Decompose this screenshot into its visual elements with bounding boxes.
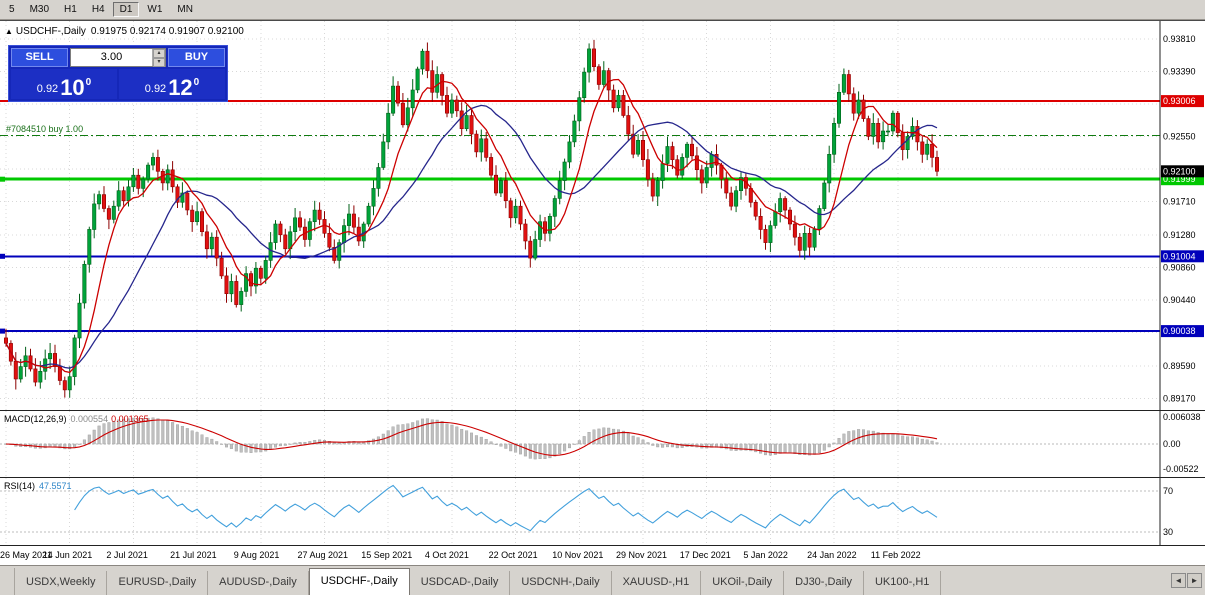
timeframe-button-mn[interactable]: MN <box>177 4 193 15</box>
svg-text:0.91710: 0.91710 <box>1163 197 1196 207</box>
macd-svg: 0.006038 0.00 -0.00522 <box>0 411 1201 477</box>
svg-text:0.91999: 0.91999 <box>1163 174 1196 184</box>
chart-tab-bar: USDX,Weekly EURUSD-,Daily AUDUSD-,Daily USD… <box>0 565 1205 595</box>
svg-text:30: 30 <box>1163 527 1173 537</box>
rsi-name: RSI(14) <box>4 481 36 491</box>
one-click-trading-panel: SELL 3.00 ▴ ▾ BUY 0.92 10 0 0.92 12 0 <box>8 45 228 102</box>
date-label: 4 Oct 2021 <box>424 550 469 560</box>
chart-tabs: USDX,Weekly EURUSD-,Daily AUDUSD-,Daily USD… <box>14 568 942 595</box>
volume-spinner: ▴ ▾ <box>152 49 165 67</box>
date-label: 11 Feb 2022 <box>870 550 921 560</box>
svg-text:0.006038: 0.006038 <box>1163 412 1201 422</box>
macd-name: MACD(12,26,9) <box>4 414 67 424</box>
tab-usdcad-daily[interactable]: USDCAD-,Daily <box>410 571 511 595</box>
sell-price-small: 0.92 <box>36 83 59 95</box>
svg-text:0.89170: 0.89170 <box>1163 393 1196 403</box>
rsi-label: RSI(14) 47.5571 <box>4 481 72 491</box>
chart-title: ▲ USDCHF-,Daily 0.91975 0.92174 0.91907 0.… <box>5 26 244 37</box>
tab-usdchf-daily[interactable]: USDCHF-,Daily <box>308 568 410 595</box>
buy-button[interactable]: BUY <box>168 48 225 67</box>
date-label: 15 Sep 2021 <box>361 550 413 560</box>
timeframe-button-w1[interactable]: W1 <box>147 4 163 15</box>
tab-uk100-h1[interactable]: UK100-,H1 <box>864 571 942 595</box>
date-label: 27 Aug 2021 <box>297 550 349 560</box>
tab-scroll-buttons: ◄ ► <box>1171 573 1205 595</box>
rsi-svg: 70 30 <box>0 478 1173 545</box>
timeframe-toolbar: 5 M30 H1 H4 D1 W1 MN <box>0 0 1205 20</box>
svg-text:0.89590: 0.89590 <box>1163 361 1196 371</box>
date-label: 17 Dec 2021 <box>679 550 731 560</box>
volume-down-icon[interactable]: ▾ <box>153 58 165 67</box>
date-label: 10 Nov 2021 <box>552 550 604 560</box>
buy-price-big: 12 <box>168 75 193 100</box>
time-axis[interactable]: 26 May 2021 14 Jun 2021 2 Jul 2021 21 Jul 2… <box>0 545 1205 565</box>
buy-price-sup: 0 <box>193 77 200 88</box>
svg-text:0.91004: 0.91004 <box>1163 251 1196 261</box>
macd-signal-value: 0.001365 <box>111 414 149 424</box>
timeframe-button-5[interactable]: 5 <box>9 4 15 15</box>
date-label: 5 Jan 2022 <box>743 550 788 560</box>
date-label: 14 Jun 2021 <box>42 550 93 560</box>
rsi-panel[interactable]: 70 30 RSI(14) 47.5571 <box>0 477 1205 545</box>
collapse-trade-panel-icon[interactable]: ▲ <box>5 27 13 36</box>
macd-main-value: 0.000554 <box>70 414 109 424</box>
svg-text:70: 70 <box>1163 486 1173 496</box>
tab-eurusd-daily[interactable]: EURUSD-,Daily <box>107 571 209 595</box>
macd-label: MACD(12,26,9) 0.000554 0.001365 <box>4 414 149 424</box>
buy-price-small: 0.92 <box>144 83 167 95</box>
tab-dj30-daily[interactable]: DJ30-,Daily <box>784 571 864 595</box>
volume-up-icon[interactable]: ▴ <box>153 49 165 58</box>
rsi-value: 47.5571 <box>39 481 72 491</box>
tab-xauusd-h1[interactable]: XAUUSD-,H1 <box>612 571 702 595</box>
sell-price-sup: 0 <box>85 77 92 88</box>
sell-price-big: 10 <box>60 75 85 100</box>
svg-text:0.92550: 0.92550 <box>1163 132 1196 142</box>
svg-text:0.90860: 0.90860 <box>1163 262 1196 272</box>
date-label: 26 May 2021 <box>0 550 53 560</box>
tab-usdx-weekly[interactable]: USDX,Weekly <box>15 571 108 595</box>
svg-text:0.93810: 0.93810 <box>1163 34 1196 44</box>
date-label: 29 Nov 2021 <box>616 550 668 560</box>
svg-text:-0.00522: -0.00522 <box>1163 464 1199 474</box>
volume-input[interactable]: 3.00 ▴ ▾ <box>70 48 166 67</box>
tab-ukoil-daily[interactable]: UKOil-,Daily <box>701 571 785 595</box>
date-label: 9 Aug 2021 <box>233 550 280 560</box>
chart-symbol-label: USDCHF-,Daily <box>15 26 86 37</box>
date-label: 24 Jan 2022 <box>807 550 857 560</box>
main-chart-panel[interactable]: 0.938100.933900.929700.925500.921300.917… <box>0 20 1205 410</box>
svg-text:0.92100: 0.92100 <box>1163 166 1196 176</box>
buy-price[interactable]: 0.92 12 0 <box>119 69 225 99</box>
svg-text:0.91280: 0.91280 <box>1163 230 1196 240</box>
macd-panel[interactable]: 0.006038 0.00 -0.00522 MACD(12,26,9) 0.0005… <box>0 410 1205 477</box>
timeframe-button-d1[interactable]: D1 <box>112 2 140 17</box>
date-label: 21 Jul 2021 <box>170 550 217 560</box>
svg-text:0.93006: 0.93006 <box>1163 96 1196 106</box>
volume-value: 3.00 <box>100 51 123 63</box>
timeframe-button-h4[interactable]: H4 <box>91 4 105 15</box>
tab-scroll-left-button[interactable]: ◄ <box>1171 573 1186 588</box>
svg-text:0.90038: 0.90038 <box>1163 326 1196 336</box>
timeframe-button-h1[interactable]: H1 <box>64 4 77 15</box>
main-chart-svg: 0.938100.933900.929700.925500.921300.917… <box>0 21 1204 410</box>
tab-usdcnh-daily[interactable]: USDCNH-,Daily <box>510 571 612 595</box>
chart-ohlc-values: 0.91975 0.92174 0.91907 0.92100 <box>90 26 244 37</box>
svg-text:0.93390: 0.93390 <box>1163 66 1196 76</box>
date-label: 22 Oct 2021 <box>488 550 538 560</box>
svg-text:0.90440: 0.90440 <box>1163 295 1196 305</box>
price-axis[interactable] <box>1160 21 1205 410</box>
tab-scroll-right-button[interactable]: ► <box>1187 573 1202 588</box>
tab-audusd-daily[interactable]: AUDUSD-,Daily <box>208 571 309 595</box>
timeframe-button-m30[interactable]: M30 <box>29 4 50 15</box>
svg-text:0.00: 0.00 <box>1163 439 1181 449</box>
date-label: 2 Jul 2021 <box>106 550 148 560</box>
position-label: #7084510 buy 1.00 <box>6 123 84 134</box>
sell-price[interactable]: 0.92 10 0 <box>11 69 117 99</box>
sell-button[interactable]: SELL <box>11 48 68 67</box>
